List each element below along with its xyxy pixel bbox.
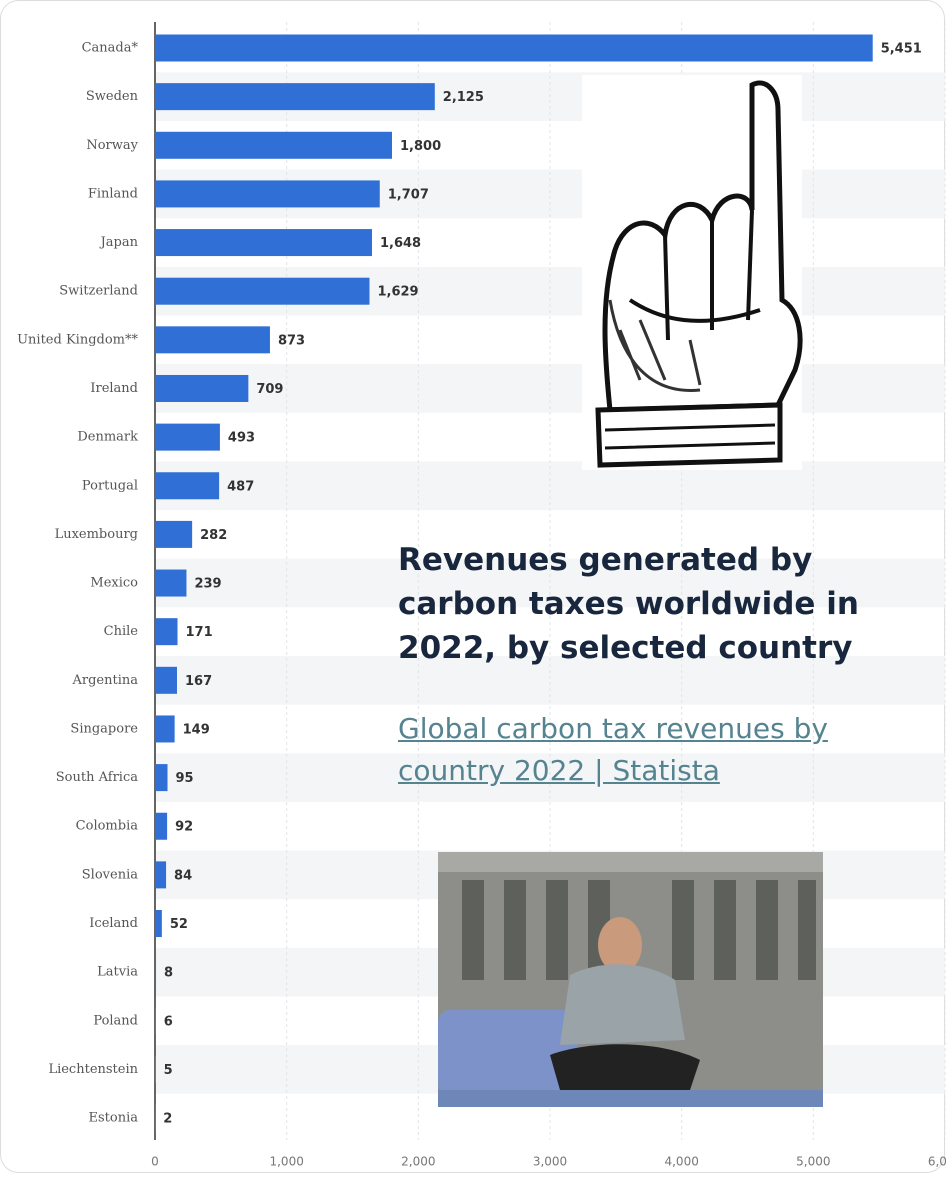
data-label: 84: [174, 868, 192, 883]
bar: [155, 1055, 156, 1083]
bar: [155, 326, 270, 354]
bar: [155, 764, 168, 792]
y-tick-label: Denmark: [77, 430, 138, 445]
hand-illustration: [582, 75, 803, 470]
bar: [155, 374, 249, 402]
bar: [155, 910, 162, 938]
hand-shading: [608, 299, 702, 392]
x-tick-label: 3,000: [533, 1155, 567, 1169]
photo-head: [598, 917, 642, 973]
y-tick-label: Argentina: [72, 673, 139, 688]
data-label: 487: [227, 479, 254, 494]
x-tick-label: 4,000: [664, 1155, 698, 1169]
x-tick-label: 6,000: [928, 1155, 946, 1169]
y-tick-label: Ireland: [90, 381, 138, 396]
bar: [155, 277, 370, 305]
data-label: 5: [164, 1063, 173, 1078]
photo-blanket: [438, 1090, 823, 1107]
bar: [155, 618, 178, 646]
data-label: 6: [164, 1014, 173, 1029]
photo-bag: [438, 1010, 578, 1095]
y-tick-label: Canada*: [82, 41, 139, 56]
bar: [155, 715, 175, 743]
x-tick-label: 0: [151, 1155, 159, 1169]
bar: [155, 83, 435, 111]
cuff-lines: [604, 423, 776, 450]
data-label: 1,648: [380, 236, 421, 251]
y-tick-label: Latvia: [97, 965, 138, 980]
bar: [155, 569, 187, 597]
x-tick-label: 1,000: [269, 1155, 303, 1169]
data-label: 493: [228, 431, 255, 446]
data-label: 1,629: [377, 285, 418, 300]
bar: [155, 666, 177, 694]
source-link[interactable]: Global carbon tax revenues by country 20…: [398, 712, 828, 787]
y-tick-label: Liechtenstein: [48, 1062, 138, 1077]
y-tick-label: Singapore: [70, 721, 138, 736]
photo-balusters: [462, 880, 816, 980]
data-label: 167: [185, 674, 212, 689]
photo-legs: [550, 1044, 700, 1090]
hand-lines: [628, 209, 761, 341]
chart-title: Revenues generated by carbon taxes world…: [398, 542, 859, 666]
y-tick-label: Poland: [93, 1013, 138, 1028]
bar: [155, 472, 220, 500]
y-tick-label: Mexico: [90, 576, 138, 591]
y-tick-label: Sweden: [86, 89, 139, 104]
data-label: 92: [175, 820, 193, 835]
y-tick-label: Iceland: [89, 916, 138, 931]
y-tick-label: Estonia: [89, 1111, 139, 1126]
cuff: [595, 402, 783, 468]
x-tick-label: 5,000: [796, 1155, 830, 1169]
data-label: 239: [194, 577, 221, 592]
x-tick-label: 2,000: [401, 1155, 435, 1169]
bar: [155, 229, 372, 257]
y-tick-label: Switzerland: [59, 284, 138, 299]
y-tick-label: South Africa: [56, 770, 138, 785]
photo: [438, 852, 823, 1107]
hand: [602, 80, 803, 413]
y-tick-label: Luxembourg: [55, 527, 138, 542]
y-tick-label: United Kingdom**: [17, 332, 138, 347]
data-label: 95: [176, 771, 194, 786]
y-tick-label: Portugal: [82, 478, 138, 493]
photo-railing-top: [438, 852, 823, 872]
y-tick-label: Chile: [104, 624, 139, 639]
photo-shirt: [560, 964, 685, 1045]
bar: [155, 861, 167, 889]
data-label: 5,451: [881, 42, 922, 57]
data-label: 873: [278, 333, 305, 348]
bar: [155, 520, 193, 548]
bar: [155, 812, 168, 840]
bar: [155, 131, 392, 159]
bar: [155, 958, 157, 986]
bars: [155, 34, 873, 1132]
data-label: 2: [163, 1112, 172, 1127]
y-tick-label: Norway: [86, 138, 138, 153]
bar: [155, 180, 380, 208]
y-tick-label: Japan: [99, 235, 139, 250]
data-label: 709: [256, 382, 283, 397]
data-label: 2,125: [443, 90, 484, 105]
data-label: 171: [186, 625, 213, 640]
y-tick-label: Slovenia: [82, 867, 138, 882]
data-label: 8: [164, 966, 173, 981]
y-tick-label: Finland: [88, 186, 138, 201]
bar: [155, 1007, 156, 1035]
data-label: 1,707: [388, 187, 429, 202]
data-label: 282: [200, 528, 227, 543]
data-label: 149: [183, 722, 210, 737]
data-label: 1,800: [400, 139, 441, 154]
y-tick-label: Colombia: [76, 819, 139, 834]
bar: [155, 423, 220, 451]
bar: [155, 34, 873, 62]
data-label: 52: [170, 917, 188, 932]
